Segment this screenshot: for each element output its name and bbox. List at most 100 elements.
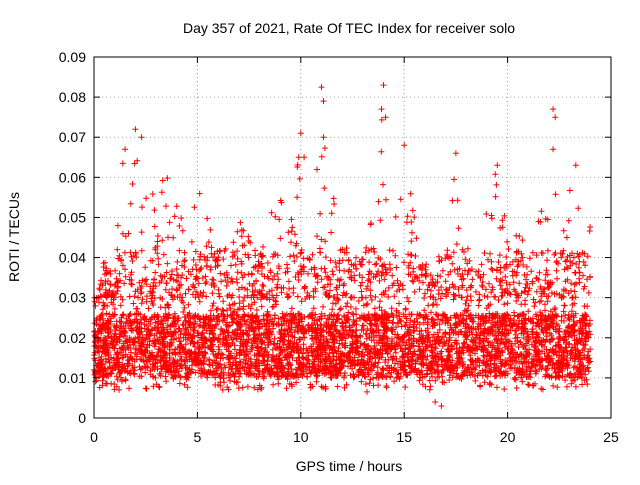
data-point bbox=[370, 375, 376, 381]
data-point bbox=[214, 307, 220, 313]
data-point bbox=[348, 295, 354, 301]
data-point bbox=[265, 260, 271, 266]
data-point bbox=[534, 289, 540, 295]
data-point bbox=[189, 239, 195, 245]
data-point bbox=[506, 246, 512, 252]
data-point bbox=[152, 224, 158, 230]
data-point bbox=[490, 267, 496, 273]
data-point bbox=[270, 277, 276, 283]
data-point bbox=[333, 264, 339, 270]
data-point bbox=[202, 280, 208, 286]
data-point bbox=[152, 207, 158, 213]
data-point bbox=[455, 197, 461, 203]
data-point bbox=[200, 275, 206, 281]
data-point bbox=[234, 280, 240, 286]
data-point bbox=[211, 300, 217, 306]
data-point bbox=[203, 274, 209, 280]
data-point bbox=[217, 294, 223, 300]
data-point bbox=[336, 260, 342, 266]
data-point bbox=[465, 325, 471, 331]
data-point bbox=[336, 297, 342, 303]
data-point bbox=[368, 220, 374, 226]
data-point bbox=[123, 378, 129, 384]
data-point bbox=[302, 285, 308, 291]
data-point bbox=[331, 195, 337, 201]
data-point bbox=[240, 228, 246, 234]
data-point bbox=[501, 386, 507, 392]
data-point bbox=[178, 215, 184, 221]
data-point bbox=[216, 291, 222, 297]
data-point bbox=[472, 378, 478, 384]
data-point bbox=[185, 302, 191, 308]
data-point bbox=[286, 278, 292, 284]
data-point bbox=[130, 301, 136, 307]
data-point bbox=[405, 213, 411, 219]
data-point bbox=[284, 385, 290, 391]
data-point bbox=[528, 268, 534, 274]
data-point bbox=[356, 298, 362, 304]
data-point bbox=[270, 382, 276, 388]
data-point bbox=[353, 255, 359, 261]
data-point bbox=[127, 312, 133, 318]
data-point bbox=[186, 287, 192, 293]
data-point bbox=[434, 302, 440, 308]
data-point bbox=[373, 261, 379, 267]
data-point bbox=[220, 298, 226, 304]
data-point bbox=[155, 239, 161, 245]
data-point bbox=[494, 384, 500, 390]
data-point bbox=[375, 268, 381, 274]
data-point bbox=[320, 304, 326, 310]
data-point bbox=[492, 171, 498, 177]
data-point bbox=[239, 233, 245, 239]
data-point bbox=[277, 235, 283, 241]
data-point bbox=[396, 301, 402, 307]
data-point bbox=[183, 291, 189, 297]
data-point bbox=[520, 237, 526, 243]
data-point bbox=[319, 276, 325, 282]
data-point bbox=[527, 255, 533, 261]
data-point bbox=[127, 249, 133, 255]
data-point bbox=[163, 203, 169, 209]
data-point bbox=[249, 272, 255, 278]
data-point bbox=[575, 205, 581, 211]
data-point bbox=[387, 261, 393, 267]
data-point bbox=[180, 228, 186, 234]
data-point bbox=[561, 228, 567, 234]
data-point bbox=[129, 258, 135, 264]
data-point bbox=[204, 216, 210, 222]
data-point bbox=[587, 224, 593, 230]
data-point bbox=[245, 384, 251, 390]
data-point bbox=[469, 276, 475, 282]
data-point bbox=[408, 238, 414, 244]
data-point bbox=[139, 204, 145, 210]
data-point bbox=[138, 290, 144, 296]
data-point bbox=[552, 305, 558, 311]
data-point bbox=[562, 303, 568, 309]
data-point bbox=[477, 383, 483, 389]
data-point bbox=[421, 307, 427, 313]
data-point bbox=[349, 311, 355, 317]
data-point bbox=[197, 299, 203, 305]
data-point bbox=[545, 298, 551, 304]
data-point bbox=[505, 300, 511, 306]
data-point bbox=[461, 341, 467, 347]
data-point bbox=[573, 281, 579, 287]
data-point bbox=[151, 276, 157, 282]
data-point bbox=[163, 378, 169, 384]
data-point bbox=[371, 249, 377, 255]
data-point bbox=[259, 304, 265, 310]
data-point bbox=[161, 252, 167, 258]
data-point bbox=[360, 323, 366, 329]
data-point bbox=[144, 386, 150, 392]
data-point bbox=[439, 291, 445, 297]
data-point bbox=[203, 294, 209, 300]
data-point bbox=[197, 191, 203, 197]
data-point bbox=[542, 301, 548, 307]
data-point bbox=[245, 234, 251, 240]
data-point bbox=[233, 262, 239, 268]
data-point bbox=[165, 234, 171, 240]
data-point bbox=[285, 229, 291, 235]
data-point bbox=[493, 194, 499, 200]
data-point bbox=[358, 283, 364, 289]
data-point bbox=[271, 251, 277, 257]
